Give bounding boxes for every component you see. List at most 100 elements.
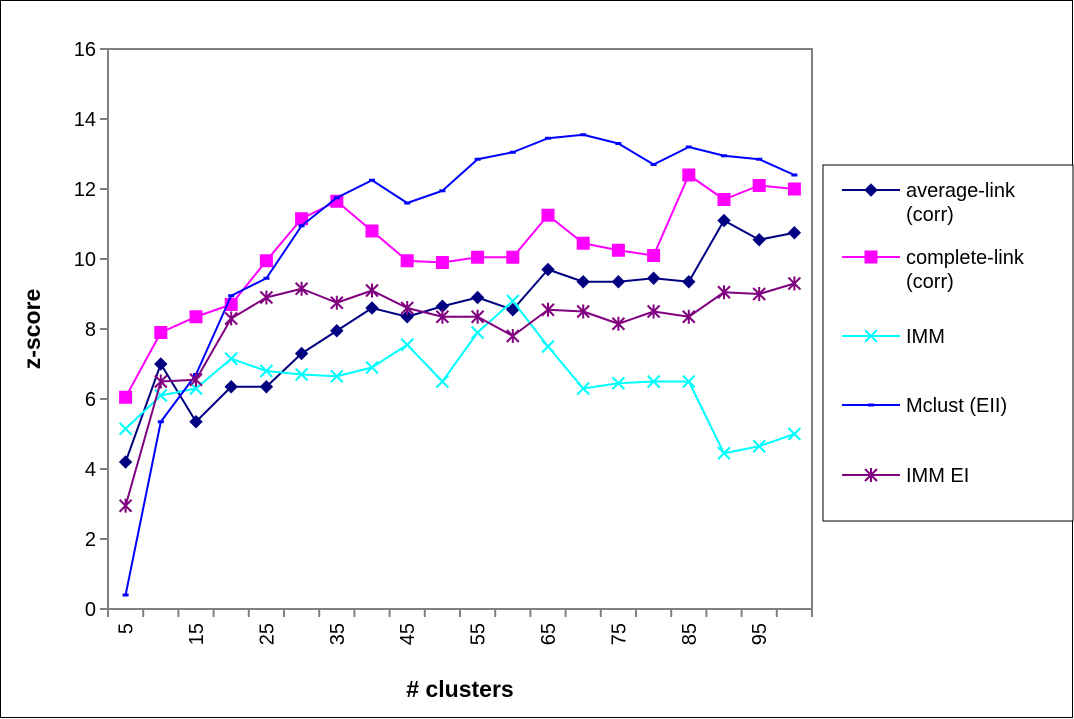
x-tick-label: 5 — [116, 623, 138, 634]
y-tick-label: 8 — [85, 319, 96, 341]
data-point — [576, 275, 590, 289]
data-point — [294, 346, 309, 361]
data-point — [400, 310, 414, 324]
x-tick-label: 95 — [749, 623, 771, 645]
data-point — [365, 224, 379, 238]
data-point — [189, 415, 203, 429]
data-point — [611, 243, 625, 257]
data-point — [646, 304, 661, 319]
data-point — [541, 339, 555, 354]
data-point — [404, 201, 411, 205]
data-point — [545, 136, 551, 140]
data-point — [224, 380, 238, 394]
y-tick-label: 0 — [85, 599, 96, 621]
legend-item-imm-ei: IMM EI — [842, 465, 969, 487]
data-point — [435, 309, 450, 324]
y-axis-title: z-score — [19, 289, 45, 370]
data-point — [154, 326, 168, 339]
data-point — [470, 325, 485, 340]
data-point — [330, 369, 344, 383]
series-layer — [118, 133, 802, 597]
data-point — [541, 262, 555, 277]
legend-label: IMM — [906, 326, 945, 348]
data-point — [611, 376, 626, 390]
data-point — [435, 256, 449, 269]
data-point — [259, 290, 274, 305]
data-point — [541, 208, 555, 222]
data-point — [157, 420, 164, 424]
data-point — [259, 380, 274, 394]
y-tick-label: 4 — [85, 459, 96, 481]
data-point — [259, 254, 273, 268]
data-point — [263, 276, 270, 280]
legend-swatch-marker — [864, 183, 878, 197]
legend-label: average-link — [906, 180, 1016, 202]
data-point — [682, 275, 696, 289]
y-tick-label: 6 — [85, 389, 96, 411]
data-point — [294, 367, 309, 382]
data-point — [154, 357, 168, 371]
data-point — [682, 168, 696, 182]
legend-label: Mclust (EII) — [906, 395, 1007, 417]
x-tick-label: 75 — [608, 623, 630, 645]
data-point — [717, 446, 731, 460]
data-point — [189, 372, 203, 387]
data-point — [752, 179, 766, 192]
data-point — [189, 310, 203, 324]
series-line-imm — [124, 300, 795, 455]
data-point — [228, 294, 235, 298]
data-point — [506, 250, 520, 264]
legend-swatch-marker — [864, 250, 878, 264]
data-point — [685, 145, 692, 149]
x-tick-label: 15 — [186, 623, 208, 645]
series-imm-ei — [118, 276, 802, 513]
data-point — [787, 427, 802, 441]
data-point — [224, 311, 238, 326]
data-point — [756, 157, 763, 161]
series-mclust-eii — [122, 133, 798, 597]
data-point — [154, 374, 168, 389]
data-point — [615, 142, 622, 145]
x-tick-label: 35 — [327, 623, 349, 645]
data-point — [650, 163, 657, 166]
data-point — [369, 178, 375, 182]
x-axis: 5 15 25 35 45 55 65 75 85 95 — [107, 609, 813, 645]
data-point — [611, 316, 626, 331]
legend-item-mclust-eii: Mclust (EII) — [842, 395, 1007, 417]
x-axis-title: # clusters — [406, 676, 513, 702]
y-axis: 0 2 4 6 8 10 12 14 16 — [74, 39, 108, 621]
legend-swatch-marker — [864, 468, 878, 482]
data-point — [333, 196, 340, 200]
data-point — [471, 250, 485, 264]
data-point — [439, 189, 446, 193]
data-point — [118, 498, 133, 513]
data-point — [611, 275, 626, 289]
series-imm — [118, 294, 802, 460]
legend-label: complete-link — [906, 247, 1025, 269]
data-point — [400, 301, 414, 315]
y-tick-label: 12 — [74, 179, 96, 201]
data-point — [791, 173, 798, 177]
data-point — [259, 364, 274, 378]
legend-label: (corr) — [906, 204, 954, 226]
data-point — [365, 283, 379, 298]
data-point — [118, 455, 133, 469]
data-point — [717, 193, 731, 206]
series-line-imm-ei — [124, 282, 795, 507]
data-point — [509, 150, 516, 154]
y-tick-label: 10 — [74, 249, 96, 271]
legend: average-link(corr)complete-link(corr)IMM… — [842, 180, 1025, 487]
data-point — [224, 352, 238, 366]
data-point — [576, 381, 590, 396]
legend-item-imm: IMM — [842, 326, 945, 348]
data-point — [470, 290, 485, 305]
data-point — [787, 182, 801, 196]
data-point — [330, 295, 344, 310]
data-point — [682, 309, 696, 324]
data-point — [580, 133, 587, 137]
data-point — [787, 276, 802, 291]
data-point — [752, 439, 766, 453]
data-point — [717, 213, 731, 228]
data-point — [400, 254, 414, 268]
